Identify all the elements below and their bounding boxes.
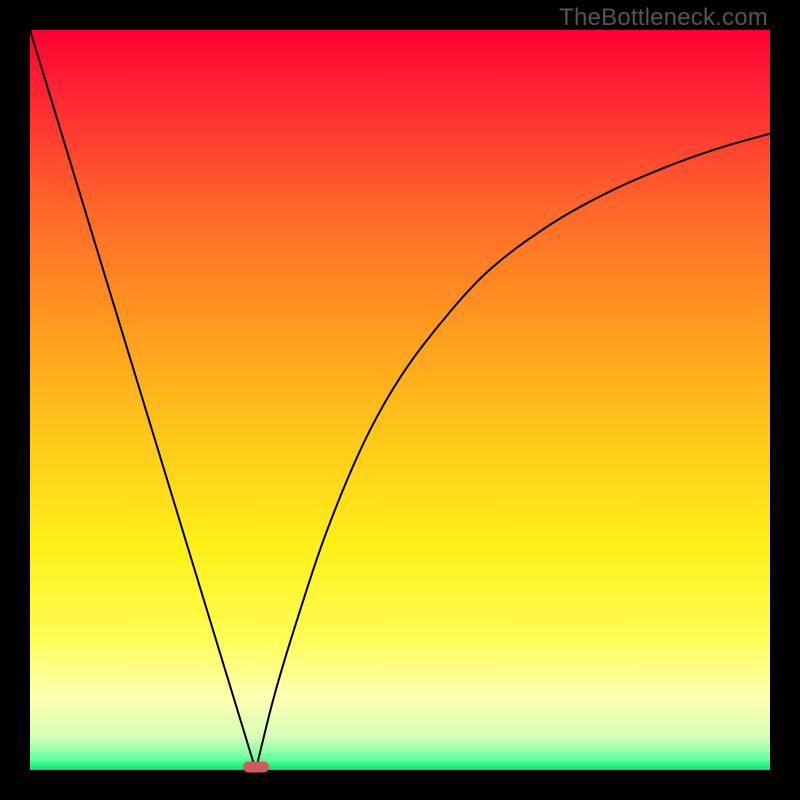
- curve-right: [256, 134, 770, 770]
- bottleneck-curve: [30, 30, 770, 770]
- watermark-text: TheBottleneck.com: [559, 4, 768, 32]
- plot-area: [30, 30, 770, 770]
- chart-frame: TheBottleneck.com: [0, 0, 800, 800]
- optimum-marker: [243, 762, 269, 773]
- curve-left: [30, 30, 256, 770]
